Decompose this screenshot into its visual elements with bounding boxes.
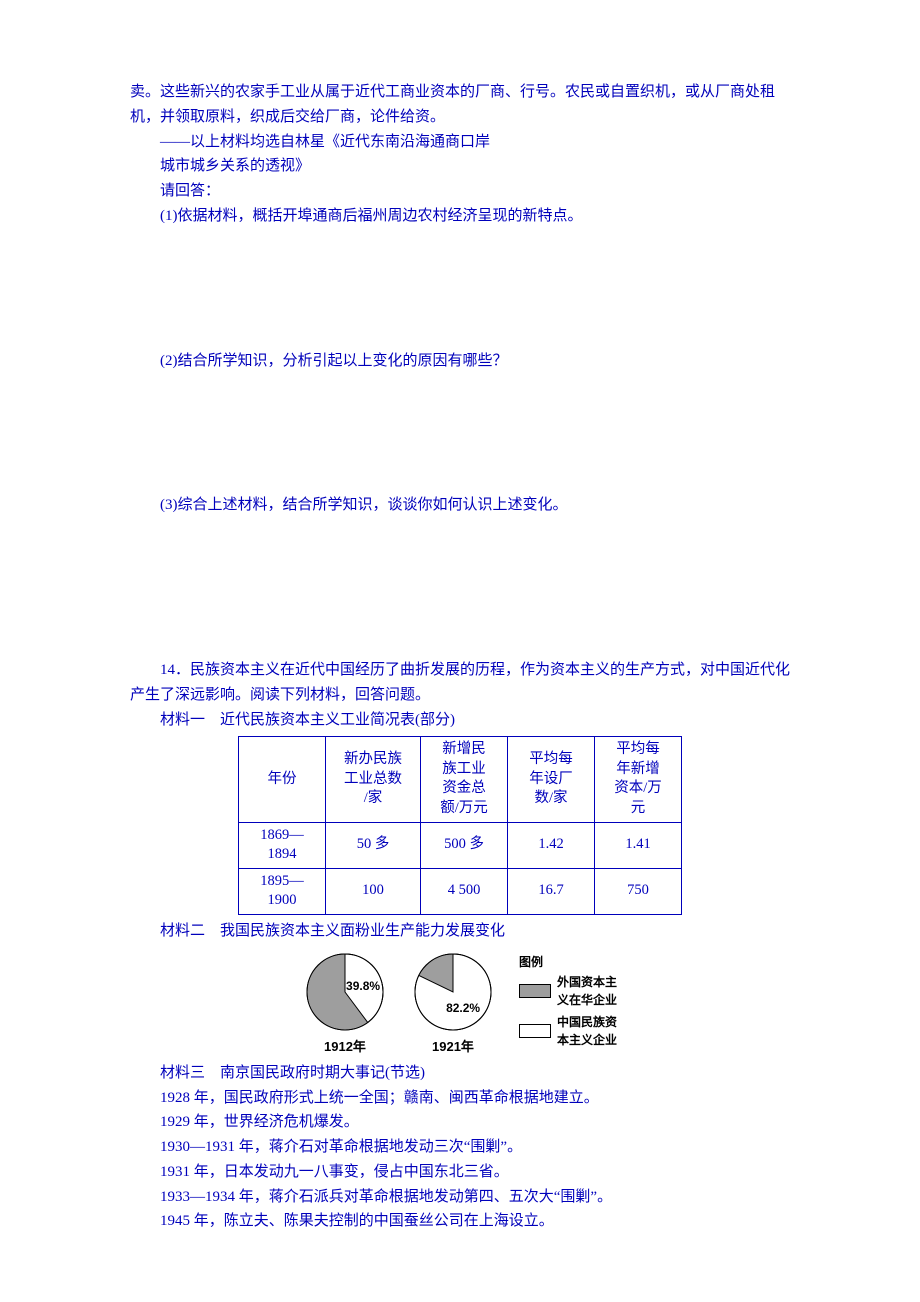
cell: 50 多 <box>326 822 421 868</box>
event-line: 1931 年，日本发动九一八事变，侵占中国东北三省。 <box>130 1160 790 1185</box>
th-col3: 平均每年设厂数/家 <box>508 737 595 822</box>
pie-legend: 图例 外国资本主 义在华企业 中国民族资 本主义企业 <box>519 953 617 1053</box>
pie-chart-row: 39.8% 1912年 82.2% 1921年 图例 外国资本主 义在华企业 中… <box>130 950 790 1057</box>
svg-text:39.8%: 39.8% <box>346 979 380 993</box>
th-col1: 新办民族工业总数/家 <box>326 737 421 822</box>
industry-table: 年份 新办民族工业总数/家 新增民族工业资金总额/万元 平均每年设厂数/家 平均… <box>238 736 682 915</box>
event-line: 1930—1931 年，蒋介石对革命根据地发动三次“围剿”。 <box>130 1135 790 1160</box>
pie-1921: 82.2% 1921年 <box>411 950 495 1057</box>
pie-chart-1912: 39.8% <box>303 950 387 1034</box>
pie-1912: 39.8% 1912年 <box>303 950 387 1057</box>
pie-1921-year: 1921年 <box>432 1036 474 1057</box>
legend-item-foreign: 外国资本主 义在华企业 <box>519 973 617 1009</box>
cell: 16.7 <box>508 868 595 914</box>
legend-swatch-gray <box>519 984 551 998</box>
q14-stem: 14．民族资本主义在近代中国经历了曲折发展的历程，作为资本主义的生产方式，对中国… <box>130 658 790 708</box>
pie-1912-year: 1912年 <box>324 1036 366 1057</box>
event-line: 1929 年，世界经济危机爆发。 <box>130 1110 790 1135</box>
th-year: 年份 <box>239 737 326 822</box>
legend-item-national: 中国民族资 本主义企业 <box>519 1013 617 1049</box>
material-2-title: 材料二 我国民族资本主义面粉业生产能力发展变化 <box>130 919 790 944</box>
legend-label: 本主义企业 <box>557 1031 617 1049</box>
legend-label: 义在华企业 <box>557 991 617 1009</box>
svg-text:82.2%: 82.2% <box>446 1001 480 1015</box>
source-line-2: 城市城乡关系的透视》 <box>130 154 790 179</box>
event-line: 1945 年，陈立夫、陈果夫控制的中国蚕丝公司在上海设立。 <box>130 1209 790 1234</box>
cell: 500 多 <box>421 822 508 868</box>
question-3: (3)综合上述材料，结合所学知识，谈谈你如何认识上述变化。 <box>130 493 790 518</box>
cell: 750 <box>595 868 682 914</box>
table-row: 1895—1900 100 4 500 16.7 750 <box>239 868 682 914</box>
th-col4: 平均每年新增资本/万元 <box>595 737 682 822</box>
pie-chart-1921: 82.2% <box>411 950 495 1034</box>
event-line: 1928 年，国民政府形式上统一全国；赣南、闽西革命根据地建立。 <box>130 1086 790 1111</box>
intro-continuation: 卖。这些新兴的农家手工业从属于近代工商业资本的厂商、行号。农民或自置织机，或从厂… <box>130 80 790 130</box>
event-line: 1933—1934 年，蒋介石派兵对革命根据地发动第四、五次大“围剿”。 <box>130 1185 790 1210</box>
material-3-title: 材料三 南京国民政府时期大事记(节选) <box>130 1061 790 1086</box>
cell: 1869—1894 <box>239 822 326 868</box>
legend-title: 图例 <box>519 953 617 971</box>
legend-label: 中国民族资 <box>557 1013 617 1031</box>
legend-label: 外国资本主 <box>557 973 617 991</box>
legend-swatch-white <box>519 1024 551 1038</box>
table-header-row: 年份 新办民族工业总数/家 新增民族工业资金总额/万元 平均每年设厂数/家 平均… <box>239 737 682 822</box>
cell: 4 500 <box>421 868 508 914</box>
answer-prompt: 请回答： <box>130 179 790 204</box>
cell: 1895—1900 <box>239 868 326 914</box>
material-1-title: 材料一 近代民族资本主义工业简况表(部分) <box>130 708 790 733</box>
cell: 100 <box>326 868 421 914</box>
table-row: 1869—1894 50 多 500 多 1.42 1.41 <box>239 822 682 868</box>
question-1: (1)依据材料，概括开埠通商后福州周边农村经济呈现的新特点。 <box>130 204 790 229</box>
th-col2: 新增民族工业资金总额/万元 <box>421 737 508 822</box>
cell: 1.42 <box>508 822 595 868</box>
cell: 1.41 <box>595 822 682 868</box>
source-line-1: ——以上材料均选自林星《近代东南沿海通商口岸 <box>130 130 790 155</box>
question-2: (2)结合所学知识，分析引起以上变化的原因有哪些？ <box>130 349 790 374</box>
